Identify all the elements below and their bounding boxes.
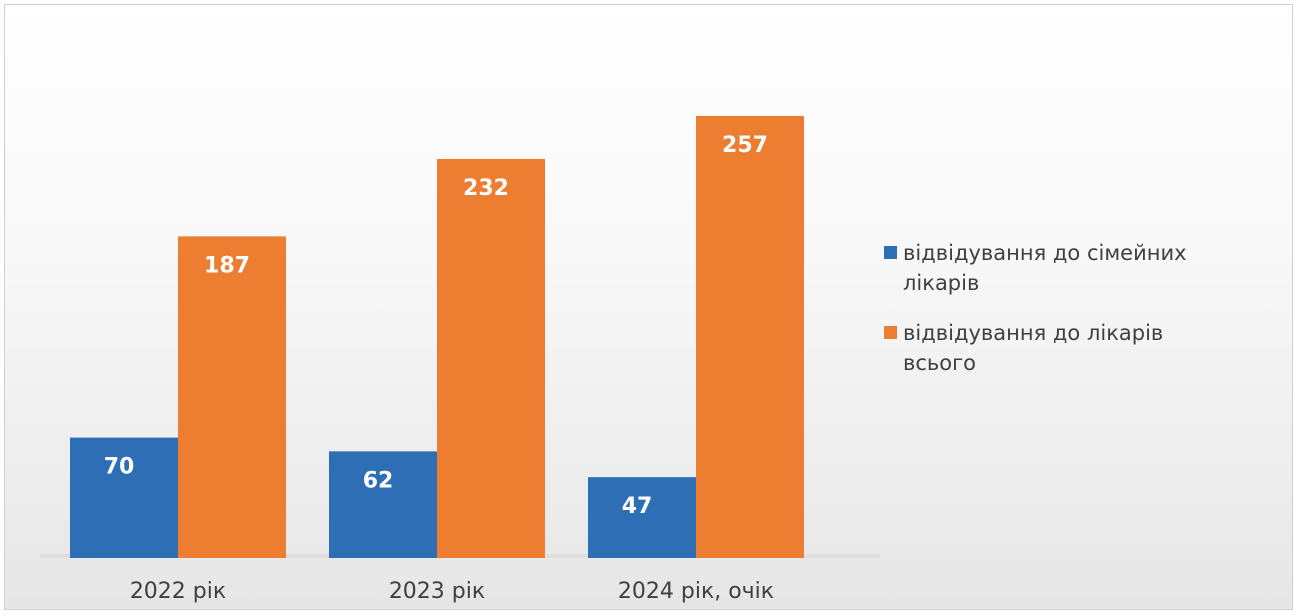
category-label: 2024 рік, очік [618, 579, 774, 604]
bar-all-doctors-0[interactable] [178, 236, 286, 559]
data-label: 257 [722, 133, 768, 158]
legend-entry-0: відвідування до сімейних лікарів [903, 241, 1187, 295]
data-label: 187 [204, 253, 250, 278]
legend-entry-1: відвідування до лікарів всього [903, 321, 1163, 375]
data-label: 47 [622, 494, 653, 519]
category-label: 2023 рік [389, 579, 485, 604]
data-label: 232 [463, 176, 509, 201]
category-label: 2022 рік [130, 579, 226, 604]
data-label: 62 [363, 468, 394, 493]
bar-family-doctors-0[interactable] [70, 437, 178, 558]
bar-all-doctors-1[interactable] [437, 158, 545, 558]
legend-swatch-1 [884, 326, 897, 339]
bar-family-doctors-2[interactable] [588, 477, 696, 558]
data-label: 70 [104, 455, 135, 480]
legend-swatch-0 [884, 246, 897, 259]
bar-all-doctors-2[interactable] [696, 115, 804, 559]
bar-family-doctors-1[interactable] [329, 451, 437, 558]
